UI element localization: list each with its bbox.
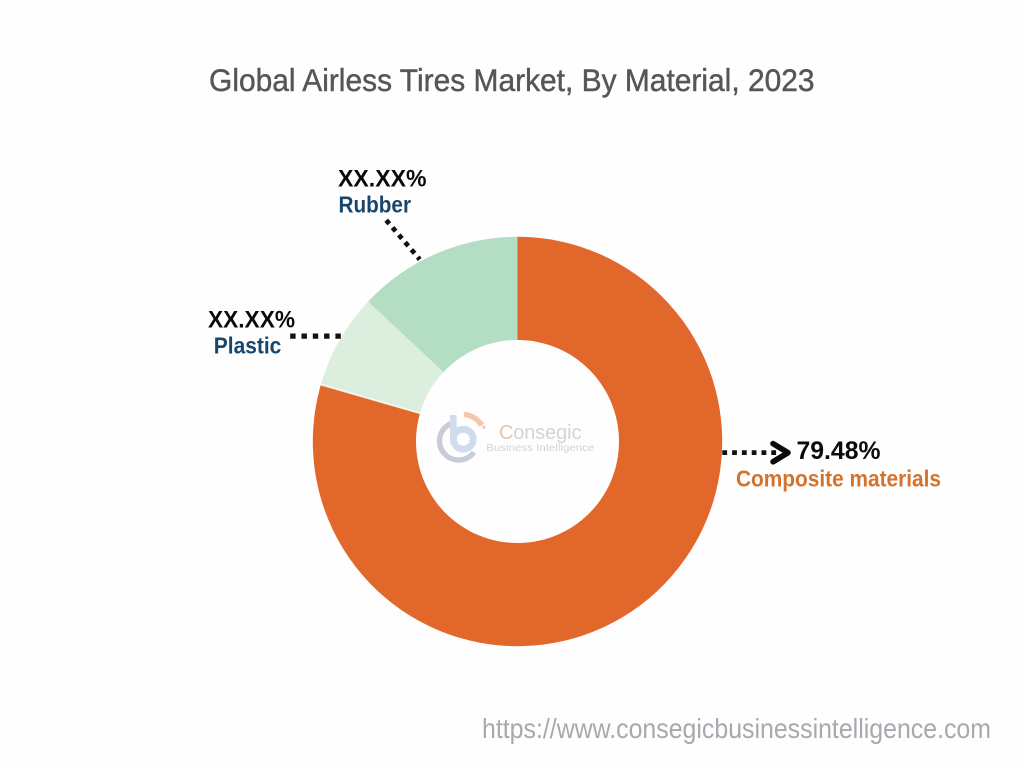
svg-text:Composite materials: Composite materials xyxy=(736,465,941,491)
svg-text:Consegic: Consegic xyxy=(499,421,582,444)
svg-text:Business Intelligence: Business Intelligence xyxy=(486,443,594,454)
svg-text:XX.XX%: XX.XX% xyxy=(208,307,295,334)
svg-text:XX.XX%: XX.XX% xyxy=(338,165,427,192)
svg-text:https://www.consegicbusinessin: https://www.consegicbusinessintelligence… xyxy=(482,713,991,744)
svg-text:79.48%: 79.48% xyxy=(797,437,881,465)
svg-text:Plastic: Plastic xyxy=(214,332,282,358)
svg-text:Rubber: Rubber xyxy=(339,192,412,218)
svg-text:Global Airless Tires Market, B: Global Airless Tires Market, By Material… xyxy=(209,62,815,98)
